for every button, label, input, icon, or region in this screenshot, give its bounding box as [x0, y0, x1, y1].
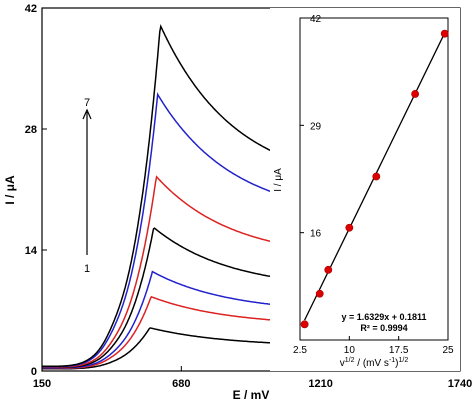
- inset-point: [372, 172, 381, 181]
- main-y-tick-label: 14: [25, 245, 38, 257]
- inset-point: [315, 289, 324, 298]
- main-y-tick-label: 42: [25, 3, 37, 15]
- arrow-bottom-label: 1: [84, 263, 90, 275]
- main-y-tick-label: 0: [31, 366, 37, 378]
- inset-point: [440, 29, 449, 38]
- arrow-top-label: 7: [84, 97, 90, 109]
- inset-y-ticks: 16 29 42: [300, 14, 322, 240]
- inset-x-axis-title: v1/2 / (mV s-1)1/2: [340, 357, 409, 369]
- inset-x-tick-label: 17.5: [389, 345, 409, 356]
- main-y-ticks: 0 14 28 42: [25, 3, 47, 378]
- inset-point: [300, 320, 309, 329]
- inset-points: [300, 29, 449, 329]
- inset-point: [345, 223, 354, 232]
- inset-fit-equation: y = 1.6329x + 0.1811: [341, 312, 426, 322]
- main-x-tick-label: 680: [172, 378, 190, 390]
- inset-background: [270, 8, 460, 371]
- inset-x-ticks: 2.5 10 17.5 25: [293, 336, 454, 356]
- main-y-axis-title: I / μA: [3, 175, 17, 205]
- arrow-head: [82, 108, 92, 120]
- main-y-tick-label: 28: [25, 124, 37, 136]
- main-x-tick-label: 1210: [308, 378, 332, 390]
- inset-point: [324, 265, 333, 274]
- main-x-ticks: 150 680 1210 1740: [33, 366, 472, 390]
- inset-y-tick-label: 42: [310, 14, 322, 25]
- inset-x-tick-label: 2.5: [293, 345, 307, 356]
- inset-point: [411, 90, 420, 98]
- scan-rate-arrow: 7 1: [82, 97, 92, 275]
- inset-x-tick-label: 25: [442, 345, 454, 356]
- main-x-tick-label: 1740: [448, 378, 472, 390]
- inset-y-axis-title: I / μA: [273, 168, 284, 192]
- inset-y-tick-label: 16: [310, 229, 322, 240]
- inset-x-tick-label: 10: [344, 345, 356, 356]
- inset-y-tick-label: 29: [310, 121, 322, 132]
- main-x-axis-title: E / mV: [233, 388, 270, 402]
- inset-frame: [299, 17, 449, 341]
- inset-r-squared: R² = 0.9994: [360, 323, 407, 333]
- main-x-tick-label: 150: [33, 378, 51, 390]
